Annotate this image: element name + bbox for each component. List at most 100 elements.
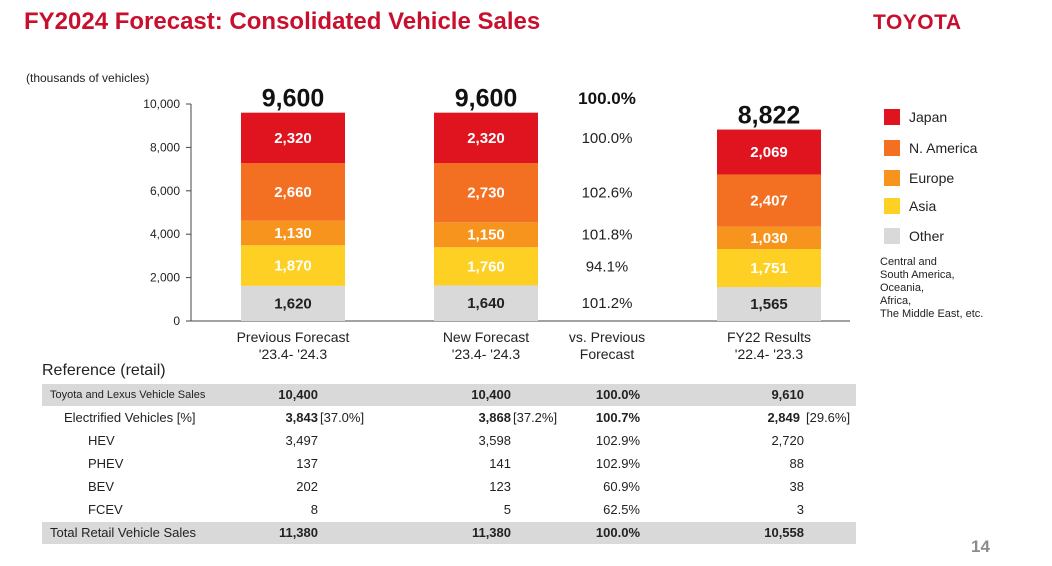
bar-segment-europe bbox=[717, 226, 821, 250]
category-sublabel: '22.4- '23.3 bbox=[735, 346, 804, 362]
y-tick-label: 6,000 bbox=[150, 184, 180, 198]
fy22-value: 9,610 bbox=[771, 387, 804, 402]
page-title: FY2024 Forecast: Consolidated Vehicle Sa… bbox=[24, 8, 541, 35]
legend-label: Asia bbox=[909, 198, 937, 214]
prev-value: 3,497 bbox=[285, 433, 318, 448]
bar-segment-other bbox=[434, 285, 538, 321]
segment-value-label: 1,565 bbox=[750, 296, 788, 313]
note-line: The Middle East, etc. bbox=[880, 308, 984, 320]
bar-segment-europe bbox=[434, 222, 538, 248]
note-line: South America, bbox=[880, 269, 955, 281]
ref-row-fcev: FCEV 8 5 62.5% 3 bbox=[42, 499, 856, 521]
legend-item-other: Other bbox=[884, 227, 944, 245]
prev-value: 3,843 bbox=[285, 410, 318, 425]
vs-value: 60.9% bbox=[603, 479, 640, 494]
row-label: BEV bbox=[88, 479, 115, 494]
row-label: HEV bbox=[88, 433, 115, 448]
segment-value-label: 2,660 bbox=[274, 184, 312, 201]
ref-row-toyota-lexus: Toyota and Lexus Vehicle Sales 10,400 10… bbox=[42, 384, 856, 406]
vs-value: 102.9% bbox=[595, 456, 640, 471]
ref-row-phev: PHEV 137 141 102.9% 88 bbox=[42, 453, 856, 475]
row-label: Toyota and Lexus Vehicle Sales bbox=[50, 389, 206, 401]
ref-row-electrified: Electrified Vehicles [%] 3,843 [37.0%] 3… bbox=[42, 407, 856, 429]
vs-value: 102.9% bbox=[595, 433, 640, 448]
segment-value-label: 2,730 bbox=[467, 185, 505, 202]
comparison-value: 100.0% bbox=[582, 130, 633, 147]
comparison-header: vs. Previous bbox=[569, 329, 645, 345]
prev-value: 8 bbox=[310, 502, 318, 517]
legend-swatch-japan bbox=[884, 109, 900, 125]
fy22-value: 3 bbox=[796, 502, 804, 517]
bar-segment-japan bbox=[434, 112, 538, 164]
bar-segment-europe bbox=[241, 220, 345, 246]
row-label: Electrified Vehicles [%] bbox=[64, 410, 196, 425]
fy22-pct: [29.6%] bbox=[806, 410, 851, 425]
segment-value-label: 1,030 bbox=[750, 230, 788, 247]
bar-segment-other bbox=[717, 287, 821, 321]
category-sublabel: '23.4- '24.3 bbox=[452, 346, 521, 362]
reference-title: Reference (retail) bbox=[42, 362, 166, 379]
comparison-value: 101.2% bbox=[582, 295, 633, 312]
fy22-value: 38 bbox=[789, 479, 804, 494]
new-value: 11,380 bbox=[471, 525, 511, 540]
fy22-value: 10,558 bbox=[764, 525, 804, 540]
bar-total-label: 9,600 bbox=[262, 85, 325, 113]
legend-item-europe: Europe bbox=[884, 169, 954, 187]
legend-label: Europe bbox=[909, 170, 955, 186]
legend-item-n-america: N. America bbox=[884, 139, 977, 157]
bar-segment-n-america bbox=[241, 163, 345, 221]
bar-segment-japan bbox=[241, 112, 345, 164]
segment-value-label: 1,130 bbox=[274, 225, 312, 242]
segment-value-label: 1,150 bbox=[467, 227, 505, 244]
vs-value: 100.0% bbox=[595, 525, 640, 540]
comparison-total: 100.0% bbox=[578, 89, 636, 108]
segment-value-label: 1,640 bbox=[467, 295, 505, 312]
fy22-value: 2,849 bbox=[767, 410, 800, 425]
segment-value-label: 2,320 bbox=[274, 130, 312, 147]
ref-row-bev: BEV 202 123 60.9% 38 bbox=[42, 476, 856, 498]
note-line: Oceania, bbox=[880, 282, 925, 294]
bar-segment-n-america bbox=[717, 174, 821, 227]
new-value: 3,868 bbox=[478, 410, 511, 425]
category-label: Previous Forecast bbox=[237, 329, 350, 345]
segment-value-label: 1,751 bbox=[750, 260, 788, 277]
legend-swatch-europe bbox=[884, 170, 900, 186]
y-tick-label: 10,000 bbox=[143, 97, 180, 111]
vs-value: 100.0% bbox=[595, 387, 640, 402]
ref-row-total-retail: Total Retail Vehicle Sales 11,380 11,380… bbox=[42, 522, 856, 544]
note-line: Africa, bbox=[880, 295, 912, 307]
bar-segment-japan bbox=[717, 129, 821, 175]
bar-segment-asia bbox=[241, 245, 345, 286]
segment-value-label: 1,620 bbox=[274, 295, 312, 312]
y-tick-label: 2,000 bbox=[150, 271, 180, 285]
new-pct: [37.2%] bbox=[513, 410, 558, 425]
legend-swatch-other bbox=[884, 228, 900, 244]
prev-value: 11,380 bbox=[278, 525, 318, 540]
prev-pct: [37.0%] bbox=[320, 410, 365, 425]
legend-swatch-asia bbox=[884, 198, 900, 214]
new-value: 123 bbox=[489, 479, 511, 494]
legend-item-japan: Japan bbox=[884, 108, 947, 126]
page-number: 14 bbox=[971, 537, 990, 556]
comparison-header-2: Forecast bbox=[580, 346, 635, 362]
stacked-bar-chart: (thousands of vehicles) 0 2,000 4,000 6,000 8… bbox=[26, 71, 850, 362]
category-label: New Forecast bbox=[443, 329, 529, 345]
comparison-value: 102.6% bbox=[582, 185, 633, 202]
bar-segment-other bbox=[241, 285, 345, 321]
bar-segment-asia bbox=[434, 247, 538, 286]
category-label: FY22 Results bbox=[727, 329, 811, 345]
toyota-logo: TOYOTA bbox=[873, 11, 962, 34]
category-sublabel: '23.4- '24.3 bbox=[259, 346, 328, 362]
row-label: FCEV bbox=[88, 502, 123, 517]
segment-value-label: 1,760 bbox=[467, 258, 505, 275]
new-value: 5 bbox=[503, 502, 511, 517]
row-label: PHEV bbox=[88, 456, 124, 471]
prev-value: 137 bbox=[296, 456, 318, 471]
y-tick-label: 8,000 bbox=[150, 140, 180, 154]
segment-value-label: 1,870 bbox=[274, 258, 312, 275]
new-value: 141 bbox=[489, 456, 511, 471]
bar-segment-asia bbox=[717, 249, 821, 288]
y-tick-label: 4,000 bbox=[150, 227, 180, 241]
legend-label: Other bbox=[909, 228, 945, 244]
vs-value: 100.7% bbox=[595, 410, 640, 425]
